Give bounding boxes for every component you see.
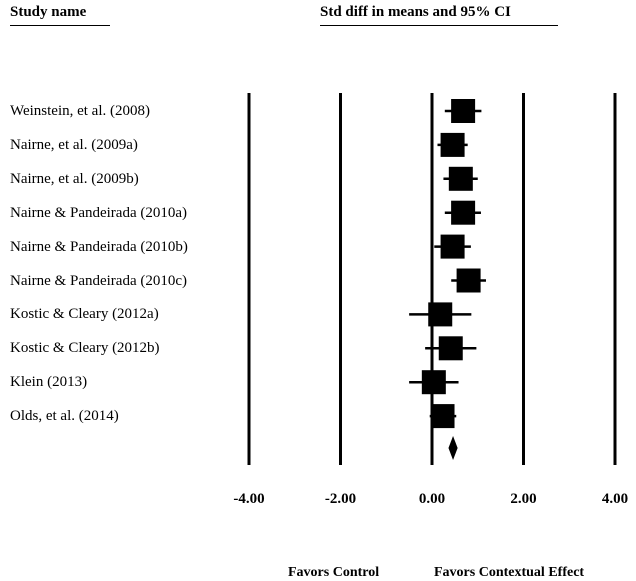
study-label: Nairne & Pandeirada (2010a) — [10, 204, 188, 221]
study-name-header: Study name — [10, 4, 87, 20]
effect-size-box — [451, 99, 476, 123]
study-label: Nairne, et al. (2009a) — [10, 136, 138, 153]
summary-diamond — [448, 436, 458, 460]
effect-size-box — [428, 302, 453, 327]
x-tick-label: 0.00 — [418, 491, 446, 507]
effect-size-header: Std diff in means and 95% CI — [320, 4, 511, 20]
x-tick-label: -2.00 — [324, 491, 357, 507]
effect-size-box — [456, 268, 481, 293]
effect-size-box — [430, 404, 455, 429]
favors-control-label: Favors Control — [288, 565, 380, 580]
x-tick-label: 4.00 — [601, 491, 629, 507]
study-label: Olds, et al. (2014) — [10, 408, 119, 425]
effect-size-box — [451, 200, 476, 225]
x-tick-label: 2.00 — [510, 491, 537, 507]
effect-size-underline — [320, 25, 558, 26]
study-label: Nairne & Pandeirada (2010c) — [10, 272, 188, 289]
study-label: Nairne & Pandeirada (2010b) — [10, 238, 188, 255]
effect-size-box — [438, 336, 463, 361]
study-label: Weinstein, et al. (2008) — [10, 103, 151, 119]
study-label: Kostic & Cleary (2012a) — [10, 306, 159, 323]
favors-effect-label: Favors Contextual Effect — [434, 565, 585, 580]
effect-size-box — [421, 370, 446, 395]
effect-size-box — [448, 166, 473, 191]
study-label: Kostic & Cleary (2012b) — [10, 340, 160, 357]
study-label: Klein (2013) — [10, 374, 88, 391]
study-name-underline — [10, 25, 110, 26]
effect-size-box — [440, 132, 465, 157]
x-tick-label: -4.00 — [233, 491, 265, 507]
study-label: Nairne, et al. (2009b) — [10, 170, 139, 187]
effect-size-box — [440, 234, 465, 259]
